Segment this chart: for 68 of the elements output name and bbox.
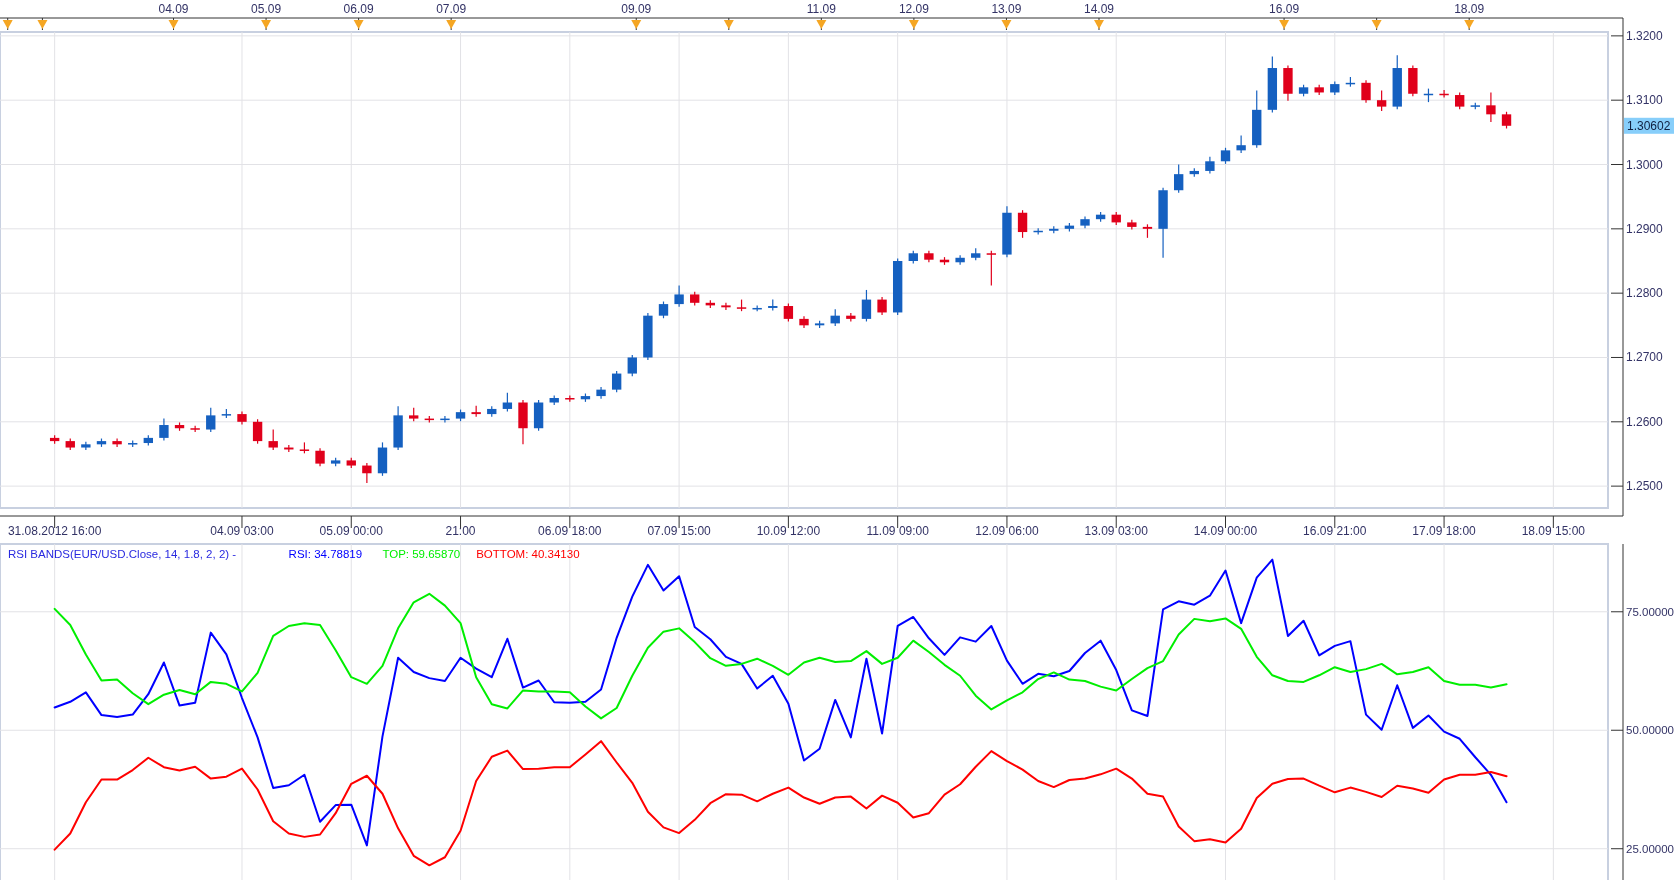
line-series bbox=[53, 558, 1508, 847]
y-tick-label: 1.3000 bbox=[1626, 157, 1664, 172]
text: BOTTOM: 40.34130 bbox=[476, 548, 580, 560]
y-tick-label: 1.3100 bbox=[1626, 93, 1664, 108]
x2-tick-label: 13.09 bbox=[991, 2, 1022, 16]
x2-tick-label: 11.09 bbox=[806, 2, 837, 16]
line-series bbox=[53, 592, 1508, 720]
x-tick-label: 16.09 21:00 bbox=[1303, 524, 1367, 538]
candlestick bbox=[252, 418, 263, 445]
y-tick-label: 50.00000 bbox=[1626, 724, 1674, 737]
candlestick bbox=[1361, 79, 1371, 104]
y-tick-label: 75.00000 bbox=[1626, 605, 1674, 618]
y-tick-label: 1.2500 bbox=[1626, 479, 1664, 494]
y-tick-label: 1.2700 bbox=[1626, 350, 1664, 365]
candlestick bbox=[315, 447, 325, 467]
chart-title: RSI BANDS(EUR/USD.Close, 14, 1.8, 2, 2) - bbox=[8, 548, 237, 560]
candlestick bbox=[1236, 134, 1246, 154]
x2-tick-label: 09.09 bbox=[621, 2, 652, 16]
x2-tick-label: 05.09 bbox=[251, 2, 282, 16]
candlestick bbox=[206, 407, 216, 433]
x-tick-label: 13.09 03:00 bbox=[1084, 524, 1149, 538]
x2-tick-label: 14.09 bbox=[1083, 2, 1115, 16]
x-tick-label: 18.09 15:00 bbox=[1521, 524, 1586, 538]
candlestick bbox=[362, 462, 372, 484]
candlestick bbox=[190, 425, 200, 433]
x-tick-label: 31.08.2012 16:00 bbox=[7, 524, 102, 538]
y-tick-label: 1.2600 bbox=[1626, 414, 1664, 429]
x-tick-label: 11.09 09:00 bbox=[866, 524, 930, 538]
candlestick bbox=[721, 302, 731, 311]
text: TOP: 59.65870 bbox=[382, 548, 461, 560]
candlestick bbox=[1017, 209, 1028, 239]
x2-tick-label: 07.09 bbox=[436, 2, 467, 16]
y-tick-label: 1.3200 bbox=[1626, 28, 1664, 43]
x2-tick-label: 06.09 bbox=[343, 2, 374, 16]
x-tick-label: 17.09 18:00 bbox=[1412, 524, 1477, 538]
y-tick-label: 1.2800 bbox=[1626, 286, 1664, 301]
candlestick bbox=[674, 284, 684, 308]
candlestick bbox=[627, 354, 637, 377]
line-series bbox=[53, 740, 1508, 867]
x2-tick-label: 18.09 bbox=[1454, 2, 1485, 16]
x-tick-label: 04.09 03:00 bbox=[210, 524, 274, 538]
x-tick-label: 05.09 00:00 bbox=[319, 524, 384, 538]
x-tick-label: 07.09 15:00 bbox=[647, 524, 712, 538]
candlestick bbox=[783, 302, 794, 323]
candlestick bbox=[112, 437, 122, 448]
x-tick-label: 06.09 18:00 bbox=[538, 524, 602, 538]
candlestick bbox=[955, 254, 965, 266]
x-tick-label: 12.09 06:00 bbox=[975, 524, 1039, 538]
x2-tick-label: 04.09 bbox=[158, 2, 189, 16]
candlestick bbox=[159, 417, 169, 442]
x2-tick-label: 12.09 bbox=[898, 2, 930, 16]
x2-tick-label: 16.09 bbox=[1269, 2, 1300, 16]
candlestick bbox=[1376, 89, 1387, 112]
candlestick bbox=[611, 370, 622, 393]
candlestick bbox=[877, 296, 887, 316]
x-tick-label: 10.09 12:00 bbox=[756, 524, 821, 538]
x-tick-label: 21:00 bbox=[445, 524, 476, 538]
x-tick-label: 14.09 00:00 bbox=[1193, 524, 1258, 538]
candlestick bbox=[502, 392, 513, 413]
y-tick-label: 1.2900 bbox=[1626, 221, 1664, 236]
candlestick bbox=[861, 289, 872, 323]
candlestick bbox=[268, 428, 278, 451]
text: RSI: 34.78819 bbox=[288, 548, 363, 560]
candlestick bbox=[986, 250, 997, 287]
y-tick-label: 25.00000 bbox=[1626, 842, 1674, 855]
candlestick bbox=[1486, 91, 1496, 123]
text: 1.30602 bbox=[1627, 118, 1671, 133]
candlestick bbox=[1174, 163, 1184, 194]
